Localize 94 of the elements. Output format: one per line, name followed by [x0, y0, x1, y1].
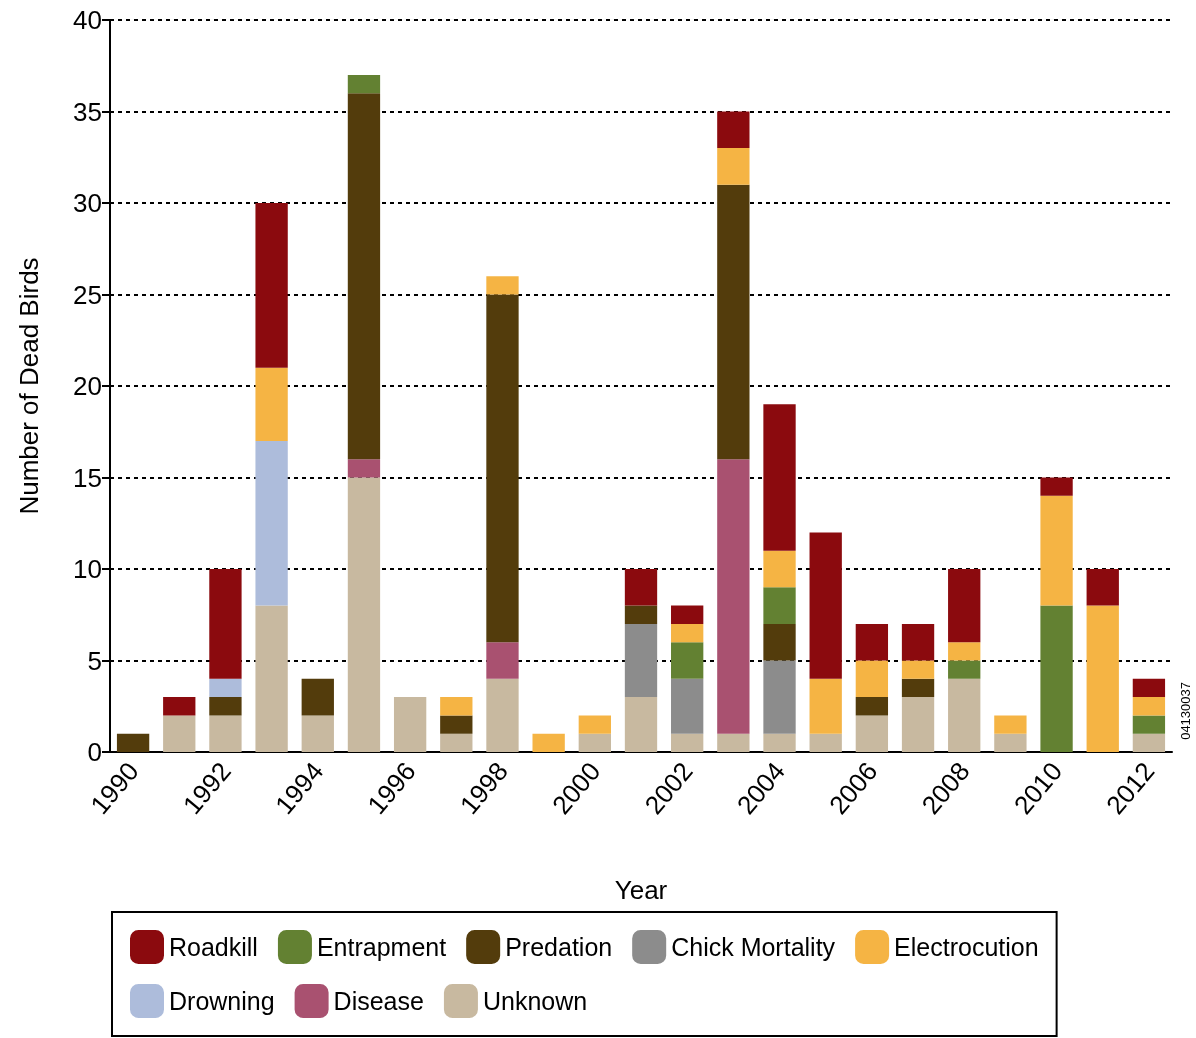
- bar: [624, 623, 658, 698]
- bar: [163, 697, 196, 716]
- bar: [1086, 605, 1119, 752]
- bar: [717, 111, 750, 149]
- bar: [671, 605, 704, 624]
- bar: [994, 733, 1027, 752]
- bar: [948, 660, 981, 679]
- legend-label: Disease: [333, 987, 424, 1015]
- y-tick-label: 40: [73, 5, 102, 35]
- bar: [532, 733, 565, 752]
- bar: [994, 715, 1027, 734]
- bar: [901, 678, 935, 698]
- y-axis-title: Number of Dead Birds: [14, 257, 44, 515]
- bar: [763, 550, 796, 588]
- bar: [116, 733, 150, 752]
- bar: [855, 697, 889, 716]
- legend-label: Entrapment: [316, 933, 447, 961]
- legend-label: Roadkill: [169, 933, 258, 961]
- bar: [624, 697, 658, 752]
- bar: [624, 605, 658, 624]
- bar: [855, 660, 889, 698]
- y-tick-label: 35: [73, 96, 102, 127]
- bar: [486, 642, 519, 679]
- bar: [440, 715, 473, 734]
- bar: [440, 697, 473, 716]
- bar: [486, 678, 519, 752]
- bar: [255, 203, 288, 368]
- bar: [763, 733, 796, 752]
- bar: [255, 440, 288, 606]
- bar: [763, 404, 796, 551]
- bar: [1040, 495, 1073, 606]
- bar: [347, 93, 381, 460]
- bar: [255, 605, 288, 752]
- legend-label: Predation: [505, 933, 613, 961]
- legend-label: Chick Mortality: [671, 933, 836, 961]
- bar: [347, 459, 381, 478]
- bar: [440, 733, 473, 752]
- bar: [209, 697, 242, 716]
- bar: [948, 569, 981, 643]
- bar: [809, 678, 842, 734]
- bar: [717, 459, 750, 734]
- bar: [393, 697, 427, 752]
- y-tick-label: 30: [73, 188, 102, 218]
- bar: [901, 623, 935, 661]
- bar: [671, 642, 704, 679]
- bar: [1132, 715, 1166, 734]
- bar: [1132, 697, 1166, 716]
- bar: [209, 715, 242, 752]
- bar: [578, 733, 611, 752]
- bar: [855, 715, 889, 752]
- bar: [763, 587, 796, 624]
- bar: [763, 660, 796, 734]
- y-tick-label: 10: [73, 554, 102, 584]
- bar: [347, 477, 381, 752]
- bar: [671, 623, 704, 643]
- bar: [209, 569, 242, 679]
- y-tick-label: 25: [73, 279, 102, 310]
- bar: [347, 74, 381, 94]
- bar: [1040, 605, 1073, 752]
- bar: [901, 697, 935, 752]
- bar: [717, 733, 750, 752]
- bar: [1040, 477, 1073, 496]
- bar: [486, 294, 519, 643]
- x-axis-title: Year: [614, 875, 668, 905]
- bar: [578, 715, 611, 734]
- y-tick-label: 5: [87, 645, 102, 676]
- bar: [671, 733, 704, 752]
- bar: [855, 623, 889, 661]
- bar: [717, 148, 750, 185]
- bar: [717, 184, 750, 460]
- bar: [948, 678, 981, 752]
- bar: [763, 623, 796, 661]
- text: 04130037: [1178, 682, 1193, 740]
- bar: [486, 276, 519, 295]
- bar: [301, 678, 334, 716]
- legend-label: Unknown: [482, 987, 588, 1015]
- bar: [948, 642, 981, 661]
- bar: [209, 678, 242, 698]
- bar: [809, 532, 842, 679]
- bar: [1132, 678, 1166, 698]
- bar: [671, 678, 704, 734]
- bar: [1132, 733, 1166, 752]
- y-tick-label: 20: [73, 371, 102, 401]
- bar: [163, 715, 196, 752]
- bar: [624, 569, 658, 606]
- bar: [301, 715, 334, 752]
- bar: [1086, 569, 1119, 606]
- legend-label: Drowning: [169, 987, 275, 1015]
- y-tick-label: 0: [87, 737, 102, 767]
- bar: [809, 733, 842, 752]
- bar: [255, 367, 288, 441]
- bar: [901, 660, 935, 679]
- y-tick-label: 15: [73, 462, 102, 493]
- legend-label: Electrocution: [894, 933, 1039, 961]
